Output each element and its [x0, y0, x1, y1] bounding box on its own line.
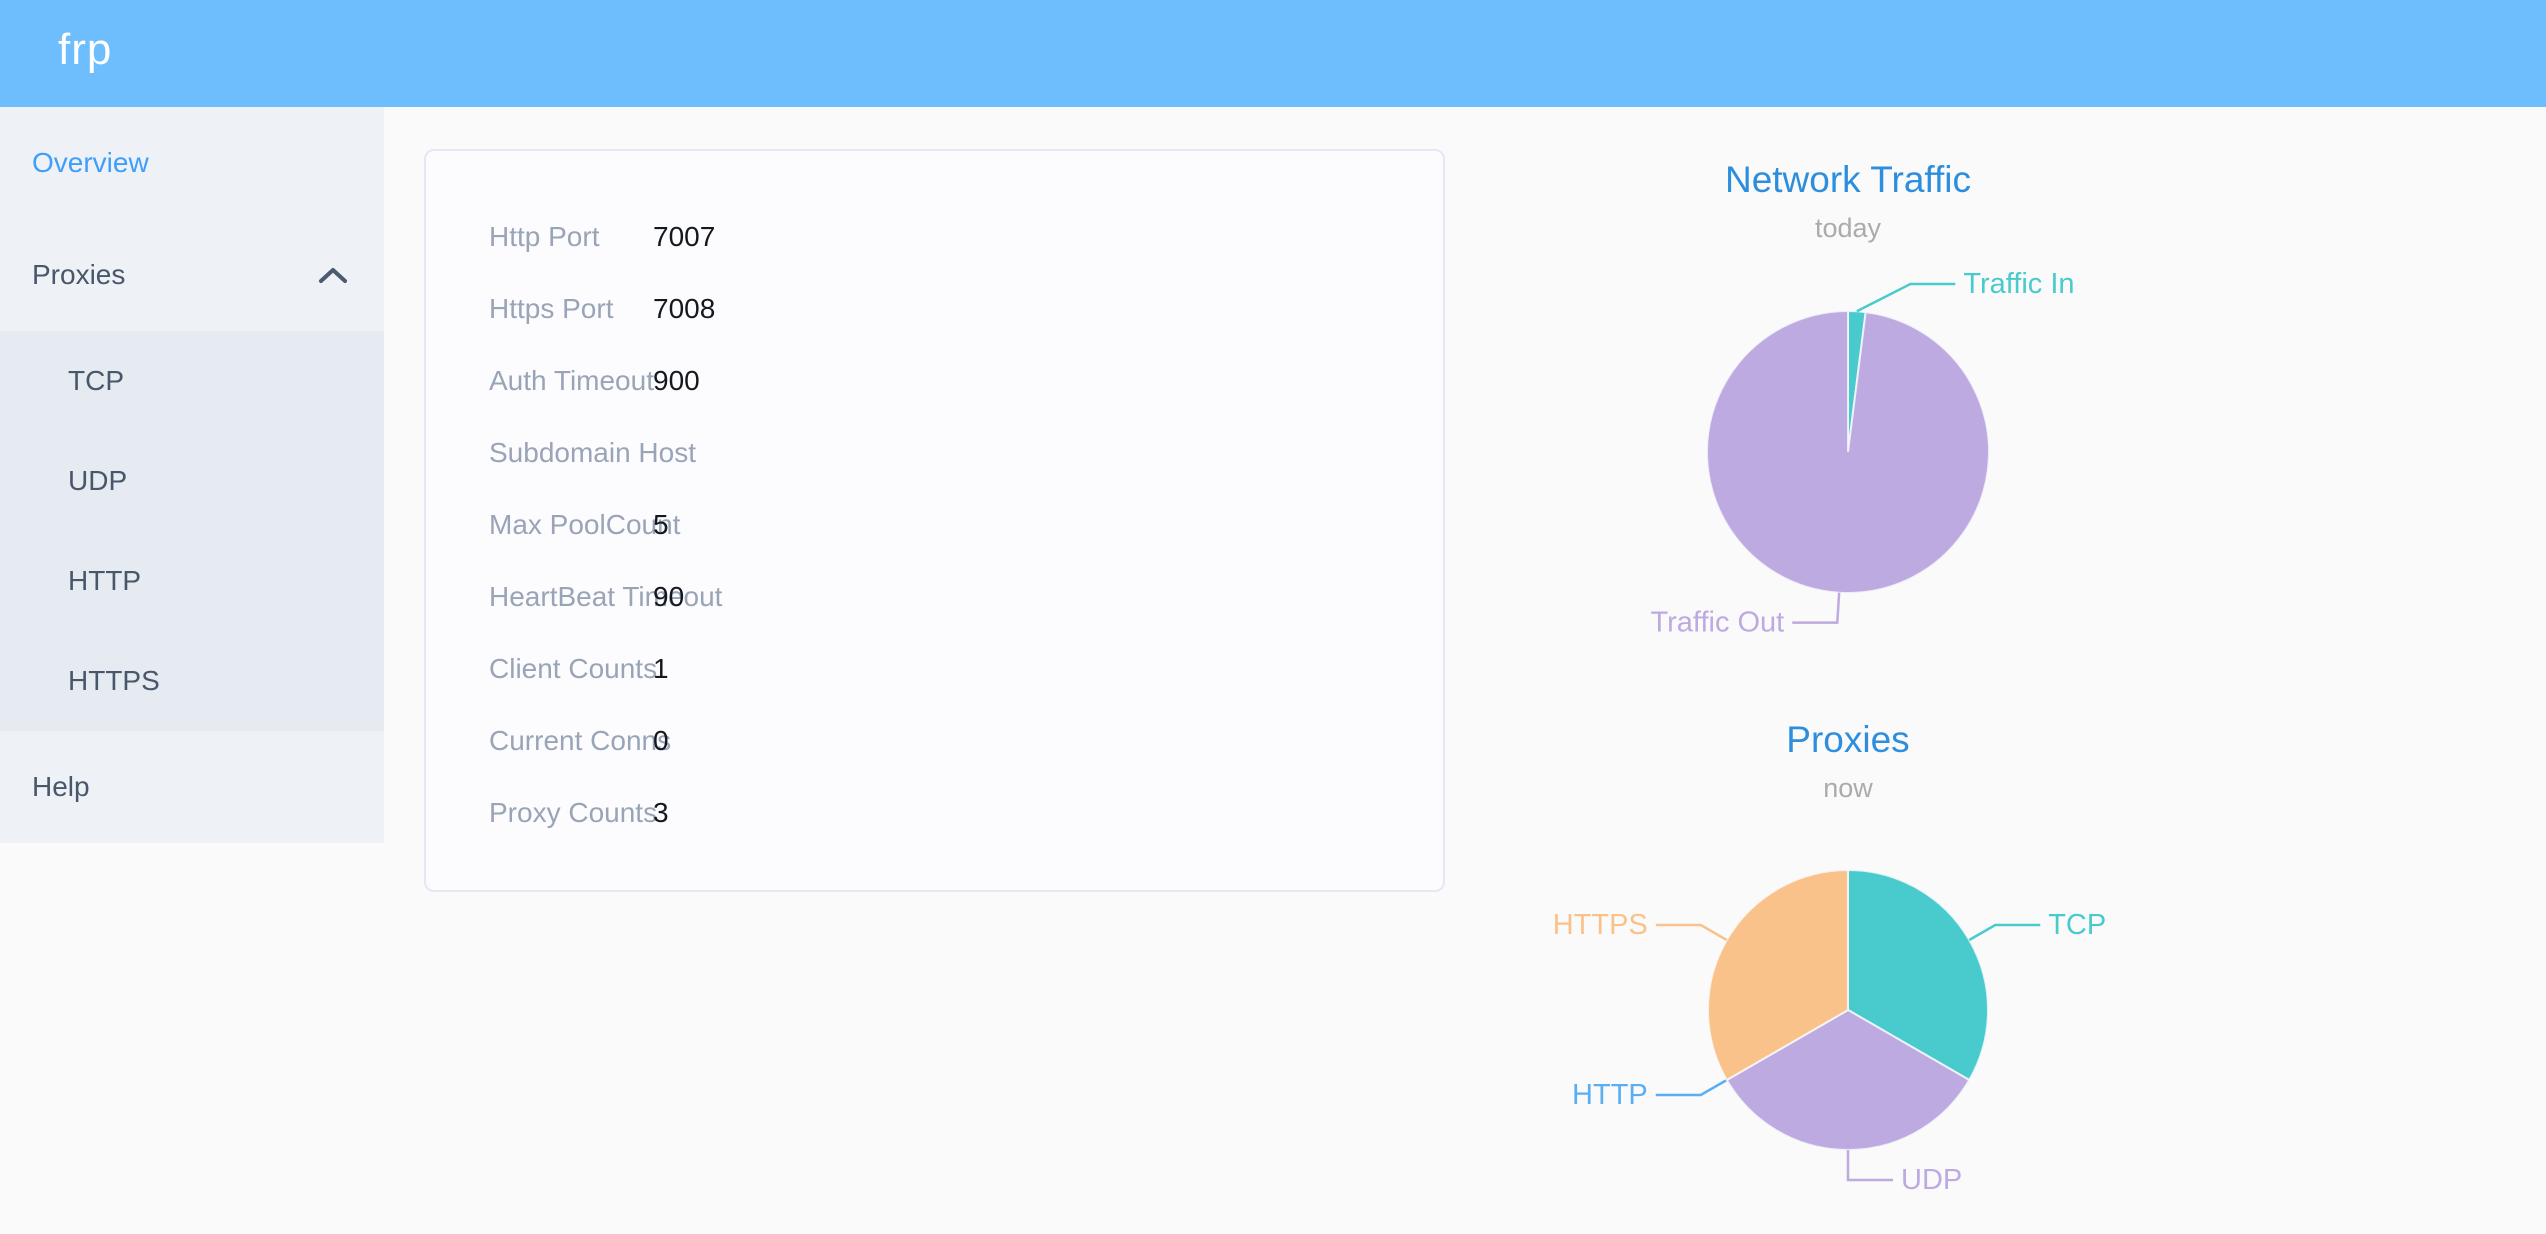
info-row-http-port: Http Port 7007 [426, 201, 1443, 273]
info-value: 7007 [653, 221, 716, 252]
proxies-subtitle: now [1823, 773, 1873, 803]
info-row-current-conns: Current Conns 0 [426, 705, 1443, 777]
info-label: Current Conns [489, 725, 672, 756]
pie-label-udp: UDP [1901, 1164, 1962, 1196]
info-label: Http Port [489, 221, 600, 252]
info-label: Max PoolCount [489, 509, 681, 540]
info-row-subdomain-host: Subdomain Host [426, 417, 1443, 489]
info-value: 900 [653, 365, 700, 396]
network-traffic-subtitle: today [1814, 213, 1882, 243]
info-row-client-counts: Client Counts 1 [426, 633, 1443, 705]
info-label: Subdomain Host [489, 437, 697, 468]
frp-logo: frp [58, 25, 113, 74]
pie-label-http: HTTP [1572, 1079, 1648, 1111]
proxies-title: Proxies [1786, 719, 1910, 760]
sidebar-item-udp-label: UDP [68, 465, 128, 496]
info-label: Client Counts [489, 653, 658, 684]
app-header: frp [0, 0, 2546, 107]
info-value: 3 [653, 797, 669, 828]
info-row-max-poolcount: Max PoolCount 5 [426, 489, 1443, 561]
info-label: Auth Timeout [489, 365, 654, 396]
sidebar-item-help-label: Help [32, 771, 90, 802]
sidebar-item-proxies[interactable]: Proxies [0, 219, 384, 331]
sidebar-item-help[interactable]: Help [0, 731, 384, 843]
info-row-proxy-counts: Proxy Counts 3 [426, 777, 1443, 849]
info-row-heartbeat-timeout: HeartBeat Timeout 90 [426, 561, 1443, 633]
pie-label-traffic-out: Traffic Out [1650, 607, 1784, 639]
info-label: Proxy Counts [489, 797, 658, 828]
server-info-rows: Http Port 7007 Https Port 7008 Auth Time… [426, 201, 1443, 849]
sidebar-item-http-label: HTTP [68, 565, 142, 596]
sidebar-item-tcp-label: TCP [68, 365, 124, 396]
info-value: 1 [653, 653, 669, 684]
info-value: 7008 [653, 293, 716, 324]
info-value: 0 [653, 725, 669, 756]
info-row-https-port: Https Port 7008 [426, 273, 1443, 345]
info-label: HeartBeat Timeout [489, 581, 723, 612]
info-label: Https Port [489, 293, 614, 324]
pie-label-traffic-in: Traffic In [1963, 268, 2074, 300]
network-traffic-pie: Traffic In Traffic Out [1650, 268, 2074, 639]
network-traffic-title: Network Traffic [1724, 159, 1972, 200]
sidebar-item-https[interactable]: HTTPS [0, 631, 384, 731]
chevron-up-icon [319, 268, 347, 283]
sidebar-item-http[interactable]: HTTP [0, 531, 384, 631]
pie-label-line-udp [1846, 1150, 1893, 1182]
pie-label-line-http [1655, 1078, 1728, 1097]
sidebar-item-overview-label: Overview [32, 147, 149, 178]
proxies-chart: Proxies now TCP UDP HTTP HTTPS [1520, 700, 2176, 1234]
pie-label-https: HTTPS [1553, 909, 1648, 941]
info-row-auth-timeout: Auth Timeout 900 [426, 345, 1443, 417]
pie-label-line-traffic-out [1792, 592, 1841, 624]
network-traffic-chart: Network Traffic today Traffic In Traffic … [1520, 140, 2176, 660]
pie-label-tcp: TCP [2048, 909, 2106, 941]
info-value: 90 [653, 581, 685, 612]
sidebar-item-overview[interactable]: Overview [0, 107, 384, 219]
info-value: 5 [653, 509, 669, 540]
sidebar-item-proxies-label: Proxies [32, 259, 126, 290]
pie-slice-traffic-out [1706, 309, 1990, 594]
pie-label-line-tcp [1968, 923, 2041, 942]
sidebar-submenu-proxies: TCP UDP HTTP HTTPS [0, 331, 384, 731]
pie-label-line-traffic-in [1856, 282, 1956, 313]
sidebar-item-tcp[interactable]: TCP [0, 331, 384, 431]
sidebar: Overview Proxies TCP UDP HTTP HTTPS Help [0, 107, 384, 843]
pie-label-line-https [1655, 923, 1728, 942]
sidebar-item-udp[interactable]: UDP [0, 431, 384, 531]
sidebar-item-https-label: HTTPS [68, 665, 160, 696]
server-info-card: Http Port 7007 Https Port 7008 Auth Time… [424, 149, 1445, 892]
proxies-pie: TCP UDP HTTP HTTPS [1553, 868, 2106, 1196]
